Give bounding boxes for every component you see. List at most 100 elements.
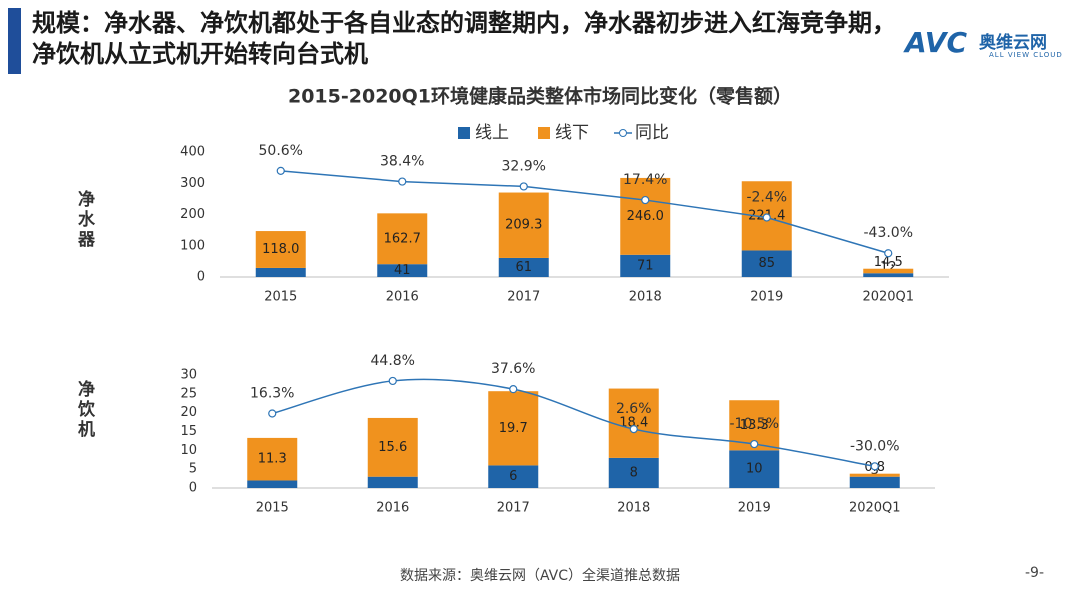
line-marker	[509, 385, 518, 394]
line-label: -30.0%	[850, 438, 900, 454]
y-tick-label: 15	[180, 424, 197, 439]
line-label: 2.6%	[616, 401, 652, 417]
bar-label: 19.7	[499, 421, 528, 436]
line-label: 50.6%	[259, 143, 303, 159]
bar-label: 11.3	[258, 452, 287, 467]
line-marker	[268, 409, 277, 418]
legend-marker	[619, 129, 627, 137]
title-bar	[8, 8, 21, 74]
legend-label: 线下	[555, 123, 589, 143]
line	[280, 170, 889, 254]
legend-swatch	[458, 127, 470, 139]
bar	[498, 257, 549, 277]
line-label: 38.4%	[380, 154, 424, 170]
y-tick-label: 20	[180, 405, 197, 420]
bar	[377, 213, 428, 265]
line	[272, 378, 875, 468]
bar	[849, 476, 900, 488]
legend-label: 同比	[635, 123, 669, 143]
logo: AVC 奥维云网 ALL VIEW CLOUD	[905, 26, 1075, 66]
line-label: 44.8%	[371, 353, 415, 369]
y-tick-label: 300	[180, 176, 205, 191]
bar	[377, 264, 428, 277]
slide-title: 规模：净水器、净饮机都处于各自业态的调整期内，净水器初步进入红海竞争期，净饮机从…	[32, 9, 896, 68]
x-tick-label: 2017	[507, 290, 540, 305]
bar-label: 246.0	[627, 209, 664, 224]
line-marker	[870, 462, 879, 471]
x-tick-label: 2016	[376, 501, 409, 516]
bar-label: 8	[630, 465, 638, 480]
x-tick-label: 2019	[738, 501, 771, 516]
y-tick-label: 30	[180, 368, 197, 383]
y-tick-label: 10	[180, 443, 197, 458]
logo-sub: ALL VIEW CLOUD	[989, 51, 1063, 59]
x-tick-label: 2020Q1	[849, 501, 901, 516]
x-tick-label: 2020Q1	[862, 290, 914, 305]
bar	[367, 476, 418, 488]
x-tick-label: 2017	[497, 501, 530, 516]
line-marker	[388, 376, 397, 386]
source: 数据来源：奥维云网（AVC）全渠道推总数据	[399, 568, 681, 584]
bar	[849, 473, 900, 477]
line-label: -43.0%	[863, 225, 913, 241]
line-marker	[276, 166, 285, 175]
line-marker	[750, 439, 759, 449]
bar-label: 71	[637, 258, 654, 273]
line-label: 32.9%	[502, 158, 546, 174]
line-label: 16.3%	[250, 385, 294, 401]
legend-label: 线上	[475, 123, 509, 143]
bar	[608, 457, 659, 488]
bar-label: 41	[394, 263, 411, 278]
bar	[620, 254, 671, 277]
bar-label: 61	[515, 260, 532, 275]
bar	[729, 450, 780, 488]
line-marker	[519, 182, 528, 191]
y-tick-label: 0	[197, 270, 205, 285]
line-label: 37.6%	[491, 361, 535, 377]
line-marker	[884, 249, 893, 258]
bar-label: 85	[758, 256, 775, 271]
line-marker	[641, 195, 650, 205]
bar	[488, 391, 539, 466]
x-tick-label: 2015	[264, 290, 297, 305]
line-label: -10.5%	[729, 416, 779, 432]
bar-label: 209.3	[505, 218, 542, 233]
bar-label: 6	[509, 469, 517, 484]
bar-label: 13.3	[740, 418, 769, 433]
y-axis-label: 净饮机	[74, 379, 96, 440]
y-tick-label: 400	[180, 145, 205, 160]
logo-mark: AVC	[905, 26, 967, 59]
x-tick-label: 2019	[750, 290, 783, 305]
bar	[498, 192, 549, 258]
line-marker	[629, 425, 638, 434]
y-tick-label: 25	[180, 386, 197, 401]
bar	[367, 417, 418, 477]
y-tick-label: 200	[180, 207, 205, 222]
chart-title: 2015-2020Q1环境健康品类整体市场同比变化（零售额）	[288, 85, 792, 108]
logo-name: 奥维云网	[979, 33, 1047, 53]
x-tick-label: 2018	[629, 290, 662, 305]
y-tick-label: 5	[189, 462, 197, 477]
x-tick-label: 2016	[386, 290, 419, 305]
bar-label: 14.5	[874, 255, 903, 270]
bar-label: 162.7	[384, 231, 421, 246]
y-axis-label: 净水器	[74, 189, 96, 250]
y-tick-label: 0	[189, 481, 197, 496]
bar	[741, 250, 792, 277]
y-tick-label: 100	[180, 238, 205, 253]
bar	[247, 480, 298, 488]
x-tick-label: 2018	[617, 501, 650, 516]
line-label: 17.4%	[623, 172, 667, 188]
bar	[863, 273, 914, 277]
bar	[620, 177, 671, 255]
page-number: -9-	[1025, 565, 1045, 581]
bar	[488, 465, 539, 488]
line-marker	[762, 213, 771, 222]
bar	[255, 267, 306, 277]
bar	[863, 268, 914, 274]
bar	[255, 231, 306, 268]
line-marker	[398, 177, 407, 186]
bar-label: 3	[871, 463, 879, 478]
